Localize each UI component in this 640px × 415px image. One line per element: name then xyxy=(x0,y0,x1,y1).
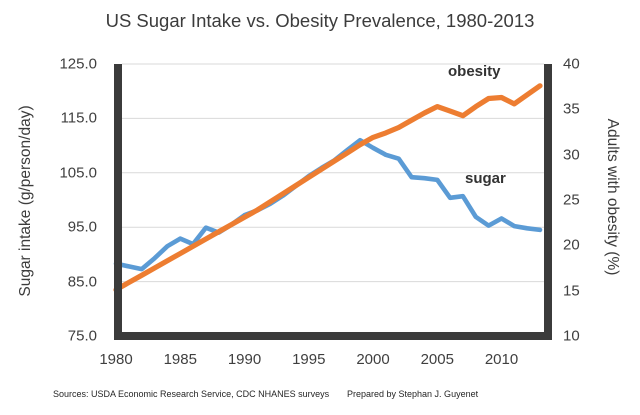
y-axis-tick-label-right: 15 xyxy=(563,282,580,300)
y-axis-tick-label-right: 35 xyxy=(563,100,580,118)
right-axis-bar xyxy=(544,64,552,340)
x-axis-tick-label: 1990 xyxy=(227,351,262,368)
x-axis-tick-label: 1985 xyxy=(163,351,197,368)
bottom-axis-bar xyxy=(114,332,552,340)
right-axis-title: Adults with obesity (%) xyxy=(604,118,621,276)
x-axis-tick-label: 2000 xyxy=(356,351,390,368)
y-axis-tick-label-right: 40 xyxy=(563,55,580,73)
y-axis-tick-label-left: 125.0 xyxy=(59,55,97,73)
footer-prepared: Prepared by Stephan J. Guyenet xyxy=(347,389,479,399)
footer-sources: Sources: USDA Economic Research Service,… xyxy=(53,389,330,399)
y-axis-tick-label-right: 20 xyxy=(563,236,580,254)
x-axis-tick-label: 1980 xyxy=(99,351,133,368)
series-label-obesity: obesity xyxy=(448,63,501,80)
chart-title: US Sugar Intake vs. Obesity Prevalence, … xyxy=(105,10,535,31)
left-axis-title: Sugar intake (g/person/day) xyxy=(17,105,34,297)
left-axis-bar xyxy=(114,64,122,340)
obesity-line xyxy=(113,83,543,293)
y-axis-tick-label-left: 95.0 xyxy=(67,218,97,236)
y-axis-tick-label-left: 105.0 xyxy=(59,164,97,182)
y-axis-tick-label-right: 10 xyxy=(563,327,580,345)
x-axis-tick-label: 2005 xyxy=(420,351,454,368)
y-axis-tick-label-left: 115.0 xyxy=(60,109,97,127)
y-axis-tick-label-left: 75.0 xyxy=(67,327,97,345)
y-axis-tick-label-right: 30 xyxy=(563,146,580,164)
y-axis-tick-label-right: 25 xyxy=(563,191,580,209)
y-axis-tick-label-left: 85.0 xyxy=(67,273,97,291)
sugar-line xyxy=(113,137,543,272)
x-axis-tick-label: 2010 xyxy=(484,351,519,368)
x-axis-tick-label: 1995 xyxy=(292,351,326,368)
series-label-sugar: sugar xyxy=(465,170,506,187)
